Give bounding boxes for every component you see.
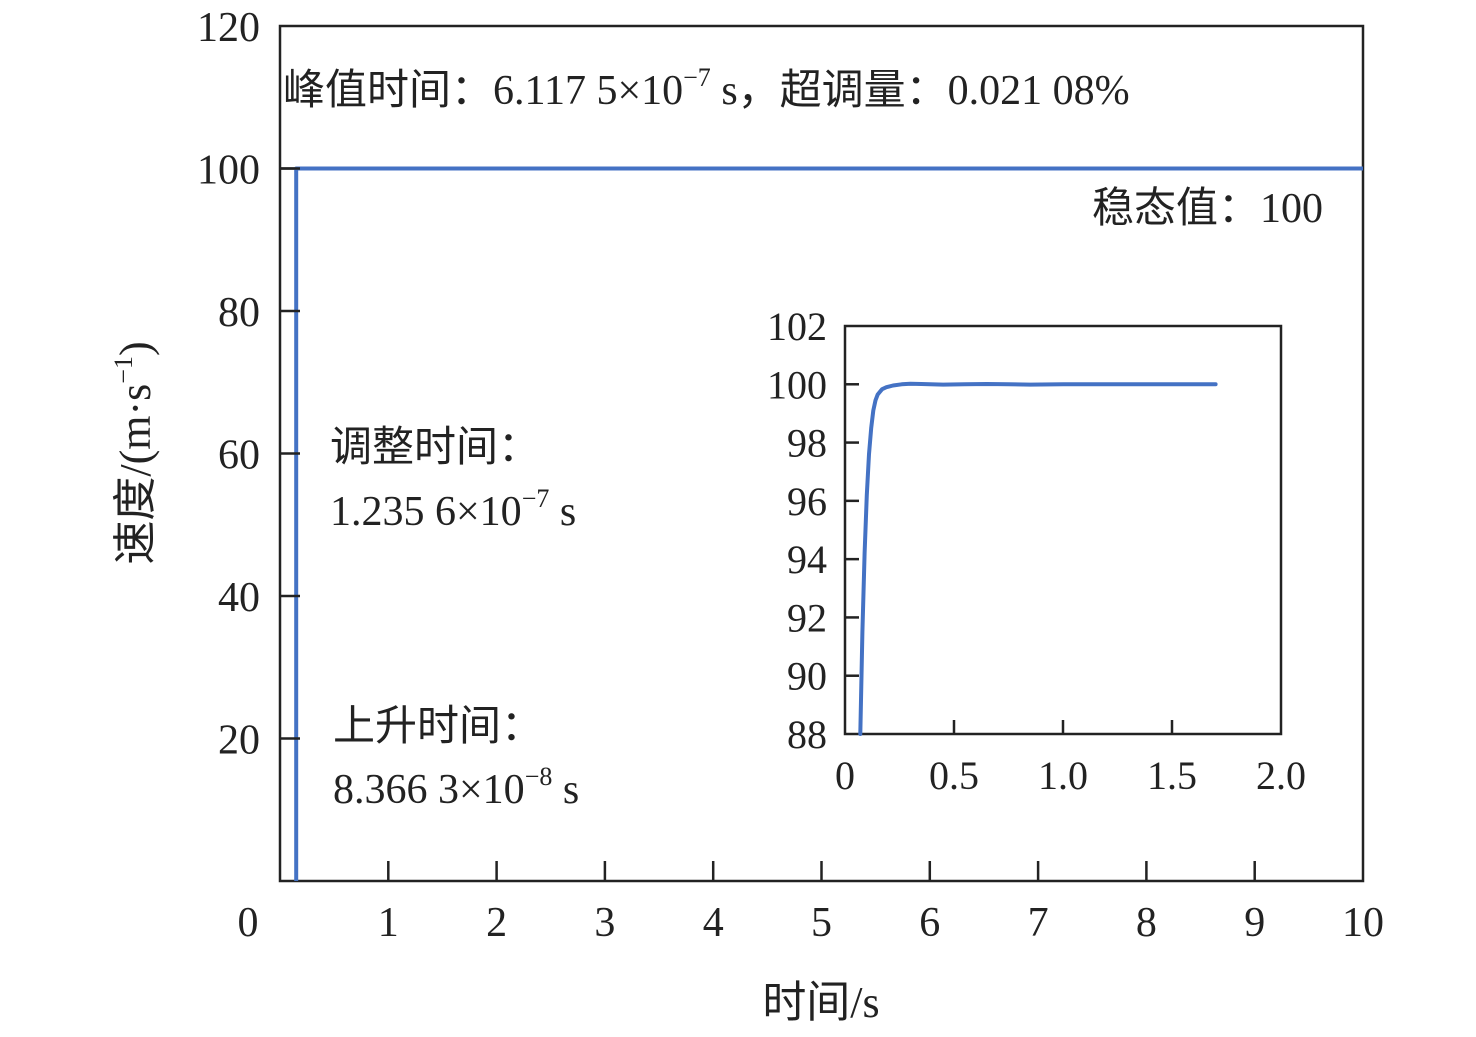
x-tick-label: 4	[703, 900, 724, 946]
x-tick-label: 6	[919, 900, 940, 946]
inset-x-tick-label: 1.0	[1038, 753, 1088, 798]
x-tick-label: 0	[238, 900, 259, 946]
x-axis-title: 时间/s	[762, 978, 879, 1027]
peak-annotation: 峰值时间：6.117 5×10−7 s，超调量：0.021 08%	[283, 63, 1130, 114]
main-x-ticks: 0 1 2 3 4 5 6 7 8 9 10	[238, 861, 1384, 946]
x-tick-label: 3	[594, 900, 615, 946]
y-tick-label: 60	[218, 433, 260, 479]
inset-y-tick-label: 94	[787, 537, 827, 582]
y-axis-title-close: )	[111, 341, 160, 356]
y-tick-label: 120	[197, 5, 260, 51]
y-tick-label: 20	[218, 718, 260, 764]
settling-time-pre: 1.235 6×10	[330, 489, 522, 535]
inset-x-tick-label: 1.5	[1147, 753, 1197, 798]
inset-y-tick-label: 92	[787, 595, 827, 640]
x-tick-label: 7	[1028, 900, 1049, 946]
inset-plot-frame	[843, 324, 1283, 736]
y-axis-title-sup: −1	[109, 356, 138, 384]
inset-y-ticks: 88 90 92 94 96 98 100 102	[767, 304, 859, 757]
inset-y-tick-label: 96	[787, 479, 827, 524]
rise-time-sup: −8	[525, 762, 553, 791]
steady-state-annotation: 稳态值：100	[1092, 186, 1323, 232]
x-tick-label: 10	[1342, 900, 1384, 946]
rise-time-post: s	[552, 767, 579, 813]
inset-x-ticks: 0 0.5 1.0 1.5 2.0	[835, 720, 1306, 798]
settling-time-sup: −7	[522, 484, 550, 513]
svg-text:速度/(m·s−1): 速度/(m·s−1)	[109, 341, 160, 564]
peak-annotation-post: s，超调量：0.021 08%	[711, 68, 1130, 114]
settling-time-post: s	[549, 489, 576, 535]
inset-series-line-0	[858, 381, 1218, 736]
rise-time-pre: 8.366 3×10	[333, 767, 525, 813]
settling-time-label: 调整时间：	[330, 425, 540, 471]
y-axis-title-text: 速度/(m·s	[111, 384, 160, 565]
inset-y-tick-label: 100	[767, 362, 827, 407]
inset-series-group	[858, 381, 1218, 736]
settling-time-value: 1.235 6×10−7 s	[330, 484, 576, 535]
rise-time-label: 上升时间：	[333, 704, 543, 750]
inset-y-tick-label: 88	[787, 712, 827, 757]
y-axis-title: 速度/(m·s−1)	[109, 341, 160, 564]
inset-x-tick-label: 2.0	[1256, 753, 1306, 798]
x-tick-label: 1	[378, 900, 399, 946]
x-tick-label: 9	[1244, 900, 1265, 946]
x-tick-label: 8	[1136, 900, 1157, 946]
inset-x-tick-label: 0	[835, 753, 855, 798]
rise-time-value: 8.366 3×10−8 s	[333, 762, 579, 813]
inset-plot: 0 0.5 1.0 1.5 2.0 88 90 92 94 96 98 100 102	[767, 304, 1306, 798]
y-tick-label: 100	[197, 148, 260, 194]
inset-y-tick-label: 90	[787, 654, 827, 699]
y-tick-label: 40	[218, 575, 260, 621]
x-tick-label: 2	[486, 900, 507, 946]
inset-x-tick-label: 0.5	[929, 753, 979, 798]
inset-y-tick-label: 102	[767, 304, 827, 349]
peak-annotation-sup: −7	[683, 63, 711, 92]
x-tick-label: 5	[811, 900, 832, 946]
main-plot: 0 1 2 3 4 5 6 7 8 9 10 20 40 60 80 100 120 时间/s 速度/(m·s…	[109, 5, 1384, 1027]
y-tick-label: 80	[218, 290, 260, 336]
main-y-ticks: 20 40 60 80 100 120	[197, 5, 300, 764]
inset-y-tick-label: 98	[787, 421, 827, 466]
peak-annotation-pre: 峰值时间：6.117 5×10	[283, 68, 683, 114]
